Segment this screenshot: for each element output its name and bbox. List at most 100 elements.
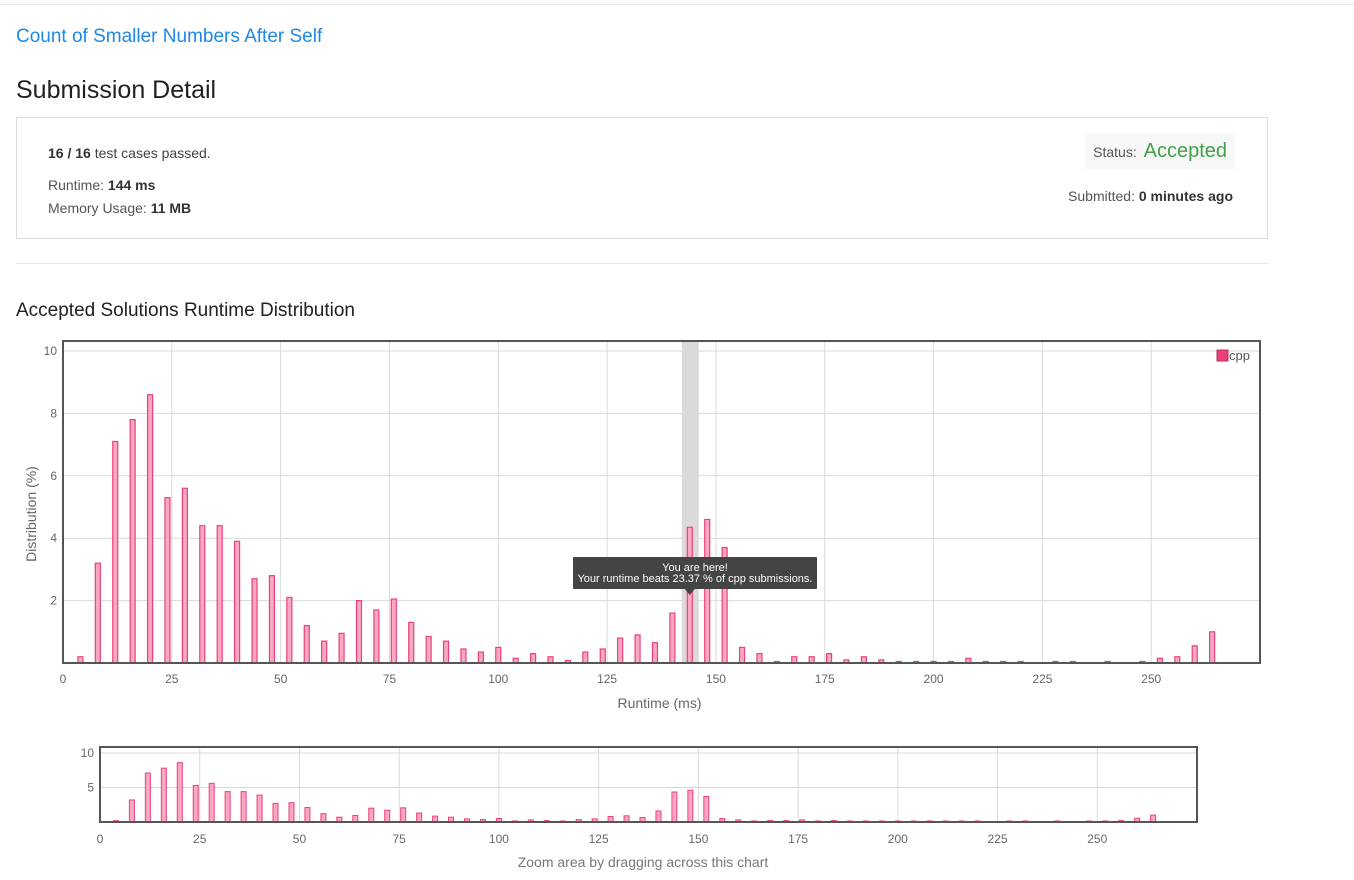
x-tick-label: 50 xyxy=(274,672,288,686)
nav-x-tick-label: 125 xyxy=(589,832,609,846)
nav-bar xyxy=(495,818,502,823)
distribution-bar xyxy=(965,657,972,664)
distribution-bar xyxy=(686,526,693,664)
distribution-bar xyxy=(825,653,833,664)
x-tick-label: 0 xyxy=(60,672,67,686)
runtime-value: 144 ms xyxy=(107,177,156,193)
distribution-bar xyxy=(164,497,171,664)
nav-bar xyxy=(830,820,837,823)
nav-x-tick-label: 75 xyxy=(393,832,407,846)
distribution-bar xyxy=(129,419,136,664)
distribution-bar xyxy=(460,648,467,664)
nav-bar xyxy=(719,818,726,823)
nav-bar xyxy=(815,820,822,823)
distribution-bar xyxy=(895,660,902,664)
nav-bar xyxy=(256,794,263,823)
current-runtime-band xyxy=(681,341,699,663)
nav-bar xyxy=(799,819,806,823)
nav-x-tick-label: 250 xyxy=(1087,832,1107,846)
nav-bar xyxy=(288,802,295,823)
distribution-bar xyxy=(704,518,711,664)
nav-y-tick-label: 5 xyxy=(87,781,94,795)
nav-bar xyxy=(448,816,455,823)
distribution-bar xyxy=(495,646,502,664)
distribution-bar xyxy=(1191,645,1198,664)
distribution-bar xyxy=(617,637,624,664)
distribution-bar xyxy=(599,648,606,664)
top-divider xyxy=(0,4,1354,5)
nav-bar xyxy=(926,820,933,823)
distribution-bar xyxy=(913,660,920,664)
tooltip-pointer xyxy=(684,589,695,595)
distribution-bar xyxy=(669,612,676,664)
nav-bar xyxy=(416,812,423,823)
submission-detail-panel: 16 / 16 test cases passed. Runtime: 144 … xyxy=(16,117,1268,239)
nav-bar xyxy=(910,820,917,823)
distribution-bar xyxy=(268,575,276,664)
memory-label: Memory Usage: xyxy=(48,200,147,216)
nav-bar xyxy=(878,820,885,823)
nav-x-tick-label: 100 xyxy=(489,832,509,846)
distribution-bar xyxy=(1000,660,1007,664)
problem-title-link[interactable]: Count of Smaller Numbers After Self xyxy=(16,26,323,47)
nav-bar xyxy=(655,810,662,823)
distribution-bar xyxy=(529,653,537,664)
nav-bar xyxy=(1118,820,1125,823)
status-label: Status: xyxy=(1093,144,1137,160)
nav-x-tick-label: 0 xyxy=(97,832,104,846)
nav-bar xyxy=(112,820,119,823)
nav-bar xyxy=(511,820,518,823)
nav-bar xyxy=(846,820,853,823)
nav-bar xyxy=(1134,817,1141,823)
nav-bar xyxy=(543,820,550,823)
nav-bar xyxy=(352,814,359,823)
nav-bar xyxy=(687,789,694,823)
y-axis-title: Distribution (%) xyxy=(23,466,39,562)
distribution-bar xyxy=(1209,631,1216,664)
distribution-bar xyxy=(564,659,572,664)
nav-x-tick-label: 175 xyxy=(788,832,808,846)
distribution-bar xyxy=(756,653,763,664)
distribution-bar xyxy=(355,599,363,664)
nav-bar xyxy=(958,820,965,823)
nav-y-tick-label: 10 xyxy=(81,746,95,760)
nav-frame xyxy=(99,746,1198,823)
runtime-tooltip xyxy=(573,557,817,589)
nav-bar xyxy=(862,820,869,823)
test-cases-count: 16 / 16 xyxy=(48,145,91,161)
distribution-bar xyxy=(181,487,188,664)
nav-bar xyxy=(607,815,614,823)
distribution-bar xyxy=(1017,660,1024,664)
distribution-bar xyxy=(442,640,450,664)
distribution-bar xyxy=(547,656,554,664)
x-tick-label: 25 xyxy=(165,672,179,686)
distribution-bar xyxy=(1139,660,1146,664)
tooltip-line-2: Your runtime beats 23.37 % of cpp submis… xyxy=(577,573,812,585)
nav-bar xyxy=(400,807,407,823)
distribution-bar xyxy=(860,656,868,664)
nav-bar xyxy=(224,791,231,823)
status-value[interactable]: Accepted xyxy=(1143,140,1227,162)
nav-x-tick-label: 150 xyxy=(688,832,708,846)
nav-bar xyxy=(240,791,247,823)
distribution-bar xyxy=(982,660,989,664)
section-divider xyxy=(16,263,1268,264)
nav-bar xyxy=(639,817,646,823)
runtime-line: Runtime: 144 ms xyxy=(48,177,155,193)
x-tick-label: 175 xyxy=(815,672,835,686)
distribution-bar xyxy=(947,660,955,664)
nav-bar xyxy=(1054,820,1061,823)
memory-line: Memory Usage: 11 MB xyxy=(48,200,191,216)
nav-bar xyxy=(272,802,279,823)
nav-x-tick-label: 50 xyxy=(293,832,307,846)
distribution-bar xyxy=(582,651,589,664)
nav-bar xyxy=(559,820,566,823)
distribution-bar xyxy=(94,562,101,664)
distribution-bar xyxy=(930,660,937,664)
y-tick-label: 6 xyxy=(50,469,57,483)
nav-bar xyxy=(432,815,439,823)
submitted-line: Submitted: 0 minutes ago xyxy=(1068,188,1233,204)
nav-bar xyxy=(767,820,774,823)
nav-x-tick-label: 200 xyxy=(888,832,908,846)
x-tick-label: 125 xyxy=(597,672,617,686)
